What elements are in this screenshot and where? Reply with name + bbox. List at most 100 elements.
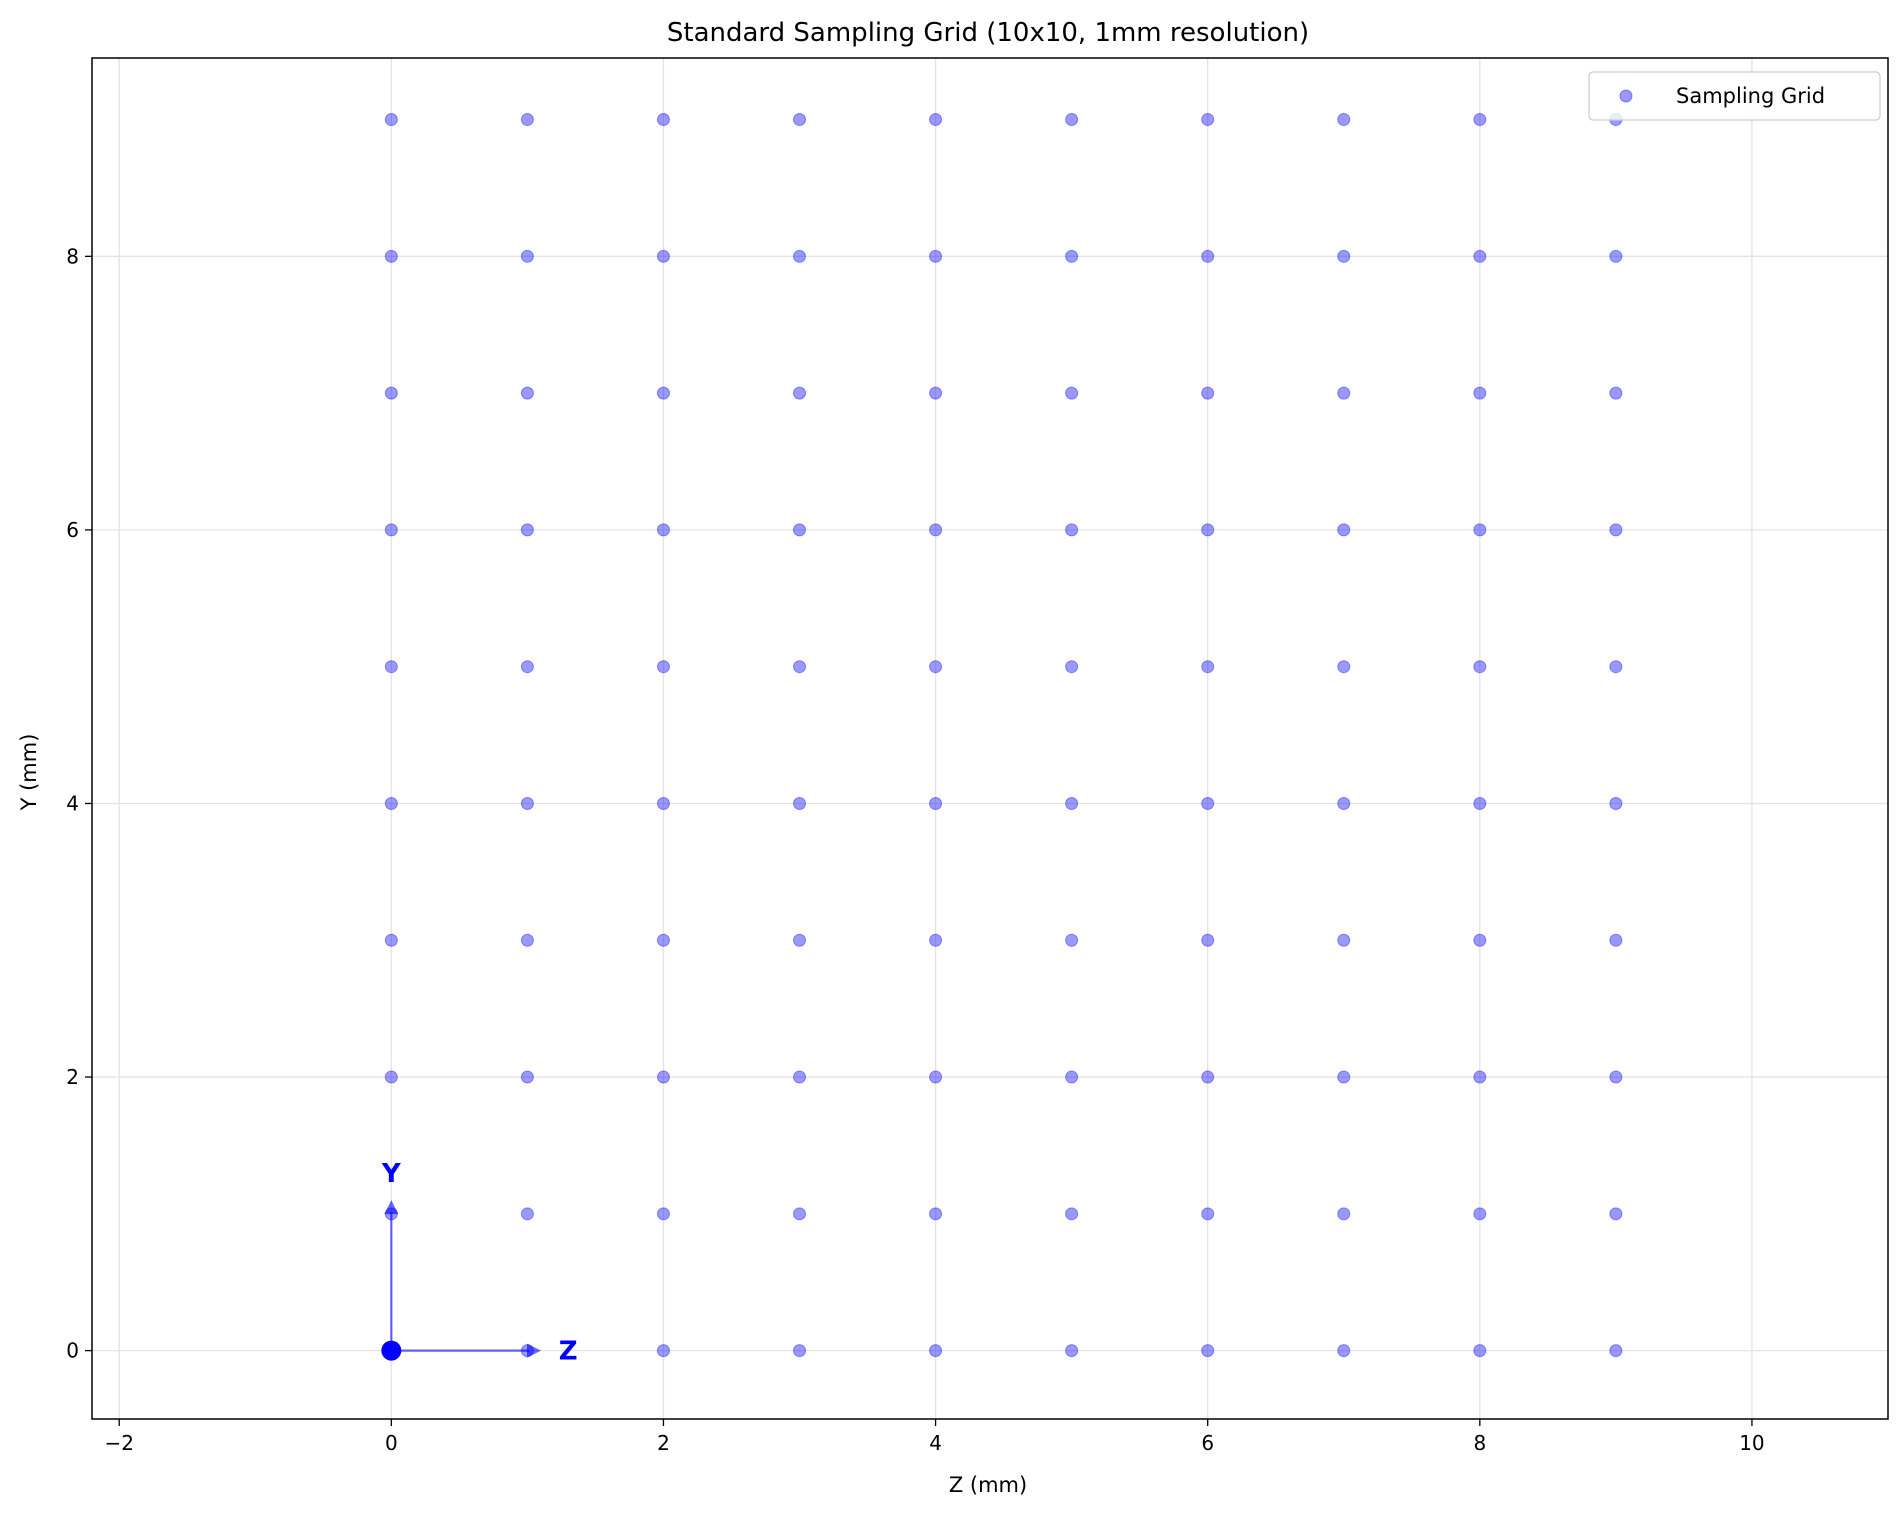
y-tick-label: 6: [66, 518, 79, 542]
grid-point: [793, 523, 807, 537]
grid-point: [793, 1344, 807, 1358]
grid-point: [656, 1344, 670, 1358]
grid-point: [1065, 249, 1079, 263]
chart-title: Standard Sampling Grid (10x10, 1mm resol…: [667, 18, 1309, 48]
y-axis-label: Y (mm): [17, 734, 41, 812]
grid-point: [929, 1070, 943, 1084]
grid-point: [1473, 1207, 1487, 1221]
grid-point: [1201, 1070, 1215, 1084]
grid-point: [1609, 1207, 1623, 1221]
grid-point: [1337, 796, 1351, 810]
grid-point: [656, 386, 670, 400]
x-tick-label: 6: [1201, 1431, 1214, 1455]
grid-point: [1201, 1207, 1215, 1221]
grid-point: [929, 523, 943, 537]
grid-point: [1609, 249, 1623, 263]
grid-point: [929, 796, 943, 810]
grid-point: [1473, 1070, 1487, 1084]
grid-point: [384, 933, 398, 947]
x-tick-label: 2: [657, 1431, 670, 1455]
grid-point: [656, 249, 670, 263]
grid-point: [1609, 1344, 1623, 1358]
grid-point: [384, 249, 398, 263]
origin-point: [381, 1340, 402, 1361]
y-tick-label: 0: [66, 1339, 79, 1363]
x-tick-label: 4: [929, 1431, 942, 1455]
grid-point: [1473, 1344, 1487, 1358]
grid-point: [1065, 386, 1079, 400]
grid-point: [520, 386, 534, 400]
z-axis-indicator-label: Z: [559, 1337, 578, 1367]
grid-point: [1201, 386, 1215, 400]
grid-point: [1065, 796, 1079, 810]
grid-point: [1065, 1344, 1079, 1358]
y-axis-ticks: 0 2 4 6 8: [66, 244, 92, 1363]
grid-point: [929, 1207, 943, 1221]
grid-point: [1609, 1070, 1623, 1084]
grid-point: [1065, 523, 1079, 537]
grid-point: [1201, 1344, 1215, 1358]
grid-point: [1609, 660, 1623, 674]
grid-point: [1065, 1070, 1079, 1084]
grid-point: [1337, 660, 1351, 674]
y-tick-label: 8: [66, 244, 79, 268]
grid-point: [1201, 933, 1215, 947]
grid-point: [520, 249, 534, 263]
y-arrow-head: [384, 1200, 399, 1215]
x-tick-label: 0: [385, 1431, 398, 1455]
grid-point: [384, 113, 398, 127]
axes-indicator: ZY: [381, 1159, 578, 1367]
grid-point: [656, 796, 670, 810]
y-axis-indicator-label: Y: [381, 1159, 402, 1189]
grid-point: [1609, 523, 1623, 537]
grid-point: [793, 796, 807, 810]
grid-point: [1065, 933, 1079, 947]
grid-point: [1473, 249, 1487, 263]
grid-point: [520, 523, 534, 537]
grid-point: [1065, 113, 1079, 127]
grid-point: [656, 523, 670, 537]
x-tick-label: 8: [1473, 1431, 1486, 1455]
grid-point: [520, 796, 534, 810]
grid-point: [520, 660, 534, 674]
x-tick-label: 10: [1739, 1431, 1764, 1455]
grid-point: [656, 933, 670, 947]
y-tick-label: 2: [66, 1065, 79, 1089]
grid-point: [929, 1344, 943, 1358]
y-tick-label: 4: [66, 791, 79, 815]
grid-point: [929, 660, 943, 674]
grid-point: [1609, 386, 1623, 400]
grid-point: [929, 386, 943, 400]
grid-point: [384, 1070, 398, 1084]
legend-marker: [1619, 89, 1633, 103]
grid-point: [793, 933, 807, 947]
grid-point: [793, 1070, 807, 1084]
grid-point: [793, 113, 807, 127]
grid-point: [1201, 660, 1215, 674]
x-tick-label: −2: [104, 1431, 133, 1455]
grid-point: [793, 660, 807, 674]
grid-point: [520, 1070, 534, 1084]
grid-point: [1201, 113, 1215, 127]
grid-point: [1609, 933, 1623, 947]
grid-point: [1337, 933, 1351, 947]
grid-point: [1473, 796, 1487, 810]
grid-point: [656, 113, 670, 127]
x-axis-label: Z (mm): [949, 1473, 1027, 1497]
grid-point: [1337, 1070, 1351, 1084]
grid-point: [1337, 523, 1351, 537]
grid-point: [1201, 523, 1215, 537]
grid-point: [1201, 796, 1215, 810]
grid-point: [1201, 249, 1215, 263]
grid-point: [929, 249, 943, 263]
grid-point: [1337, 113, 1351, 127]
grid-point: [1473, 933, 1487, 947]
grid-point: [1065, 660, 1079, 674]
grid-point: [520, 1207, 534, 1221]
grid-point: [384, 523, 398, 537]
grid-point: [1473, 523, 1487, 537]
grid-point: [1473, 386, 1487, 400]
plot-frame: [91, 57, 1889, 1420]
